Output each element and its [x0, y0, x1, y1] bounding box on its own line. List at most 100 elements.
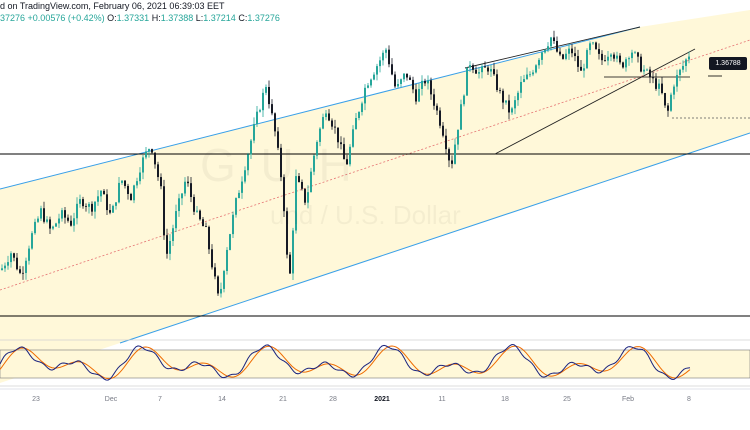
candle-body	[112, 205, 114, 213]
candle-body	[646, 69, 648, 71]
candle-body	[589, 43, 591, 51]
candle-body	[298, 176, 300, 182]
candle-body	[595, 42, 597, 50]
wedge-lower-trendline	[494, 48, 696, 155]
candle-body	[517, 92, 519, 101]
candle-body	[262, 92, 264, 111]
candle-body	[550, 37, 552, 47]
candle-body	[634, 52, 636, 54]
open-value: 1.37331	[116, 13, 150, 23]
candle-body	[547, 46, 549, 50]
candle-body	[13, 253, 15, 258]
high-label: H:	[151, 13, 161, 23]
candle-body	[436, 105, 438, 111]
candle-body	[574, 53, 576, 57]
candle-body	[205, 226, 207, 227]
candle-body	[451, 160, 453, 164]
low-label: L:	[195, 13, 204, 23]
candle-body	[250, 140, 252, 155]
candle-body	[652, 77, 654, 79]
x-tick-label: 23	[32, 396, 40, 403]
candle-body	[295, 176, 297, 231]
candle-body	[313, 155, 315, 172]
candle-body	[622, 62, 624, 68]
candle-body	[106, 194, 108, 211]
candle-body	[91, 203, 93, 212]
candle-body	[79, 199, 81, 204]
candle-body	[322, 117, 324, 129]
candle-body	[475, 69, 477, 74]
candle-body	[310, 171, 312, 193]
candle-body	[388, 49, 390, 65]
candle-body	[331, 120, 333, 127]
candle-body	[73, 218, 75, 226]
candle-body	[523, 79, 525, 82]
candle-body	[82, 199, 84, 207]
stoch-k-line	[0, 343, 691, 381]
candle-body	[154, 152, 156, 165]
candle-body	[670, 94, 672, 111]
candle-body	[484, 66, 486, 68]
candle-body	[160, 177, 162, 187]
candle-body	[460, 104, 462, 130]
candle-body	[502, 90, 504, 103]
candle-body	[172, 228, 174, 241]
candle-body	[199, 210, 201, 220]
candle-body	[259, 110, 261, 112]
x-tick-label: Dec	[105, 396, 118, 403]
candle-body	[679, 69, 681, 76]
candle-body	[319, 128, 321, 142]
candle-body	[307, 192, 309, 203]
candle-body	[247, 154, 249, 171]
candle-body	[187, 181, 189, 184]
candle-body	[178, 198, 180, 212]
candle-body	[487, 67, 489, 72]
candle-body	[370, 79, 372, 86]
candle-body	[382, 52, 384, 61]
close-value: 1.37276	[247, 13, 280, 23]
candle-body	[394, 74, 396, 87]
candle-body	[526, 74, 528, 80]
candle-body	[439, 110, 441, 126]
candle-body	[415, 89, 417, 102]
x-tick-label: 11	[438, 396, 445, 403]
candle-body	[103, 190, 105, 195]
candle-body	[166, 235, 168, 254]
candle-body	[241, 181, 243, 193]
candle-body	[46, 219, 48, 222]
candle-body	[667, 105, 669, 111]
candle-body	[325, 113, 327, 118]
candle-body	[472, 65, 474, 70]
candle-body	[493, 69, 495, 75]
candle-body	[637, 52, 639, 57]
candle-body	[229, 234, 231, 250]
channel-bands	[0, 10, 750, 383]
candle-body	[367, 85, 369, 88]
candle-body	[661, 83, 663, 94]
candle-body	[175, 211, 177, 229]
candle-body	[37, 218, 39, 222]
candle-body	[253, 124, 255, 141]
candle-body	[235, 198, 237, 215]
candle-body	[496, 74, 498, 91]
candle-body	[52, 226, 54, 229]
candle-body	[283, 177, 285, 212]
candle-body	[208, 226, 210, 250]
candle-body	[256, 111, 258, 125]
candle-body	[376, 66, 378, 75]
candle-body	[424, 80, 426, 84]
channel-upper-line	[0, 26, 641, 190]
candle-body	[292, 230, 294, 274]
candle-body	[85, 206, 87, 207]
candle-body	[58, 218, 60, 224]
x-tick-label: 14	[218, 396, 226, 403]
candle-body	[616, 55, 618, 59]
candle-body	[568, 48, 570, 54]
candle-body	[478, 72, 480, 74]
candle-body	[343, 144, 345, 160]
candle-body	[586, 50, 588, 69]
candle-body	[358, 112, 360, 118]
candle-body	[640, 56, 642, 72]
candle-series	[1, 30, 690, 298]
